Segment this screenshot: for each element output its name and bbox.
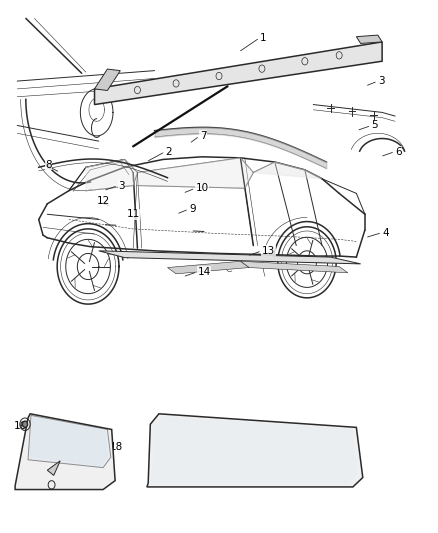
Polygon shape — [147, 414, 363, 487]
Text: 9: 9 — [189, 204, 196, 214]
Text: 15: 15 — [71, 446, 84, 455]
Polygon shape — [99, 251, 360, 264]
Text: 6: 6 — [395, 147, 402, 157]
Text: 12: 12 — [97, 196, 110, 206]
Polygon shape — [28, 415, 111, 467]
Polygon shape — [253, 162, 322, 179]
Text: 17: 17 — [64, 474, 78, 484]
Text: 16: 16 — [14, 421, 27, 431]
Text: 14: 14 — [198, 266, 211, 277]
Polygon shape — [86, 159, 138, 191]
Text: 5: 5 — [371, 120, 378, 131]
Text: 10: 10 — [195, 183, 208, 193]
Polygon shape — [150, 417, 357, 483]
Text: 8: 8 — [45, 160, 52, 169]
Text: 2: 2 — [166, 147, 172, 157]
Text: 3: 3 — [378, 76, 385, 86]
Polygon shape — [95, 42, 382, 104]
Text: 18: 18 — [110, 442, 123, 451]
Polygon shape — [357, 35, 382, 44]
Text: 7: 7 — [200, 131, 206, 141]
Polygon shape — [47, 461, 60, 475]
Text: 1: 1 — [260, 33, 266, 43]
Text: 19: 19 — [296, 473, 310, 483]
Text: 13: 13 — [262, 246, 275, 256]
Text: 3: 3 — [118, 181, 125, 190]
Polygon shape — [138, 158, 253, 188]
Polygon shape — [95, 69, 120, 91]
Polygon shape — [15, 414, 115, 489]
Text: 4: 4 — [382, 228, 389, 238]
Circle shape — [22, 421, 28, 427]
Polygon shape — [167, 261, 249, 274]
Polygon shape — [240, 261, 348, 273]
Polygon shape — [30, 418, 107, 465]
Text: 11: 11 — [127, 209, 140, 219]
